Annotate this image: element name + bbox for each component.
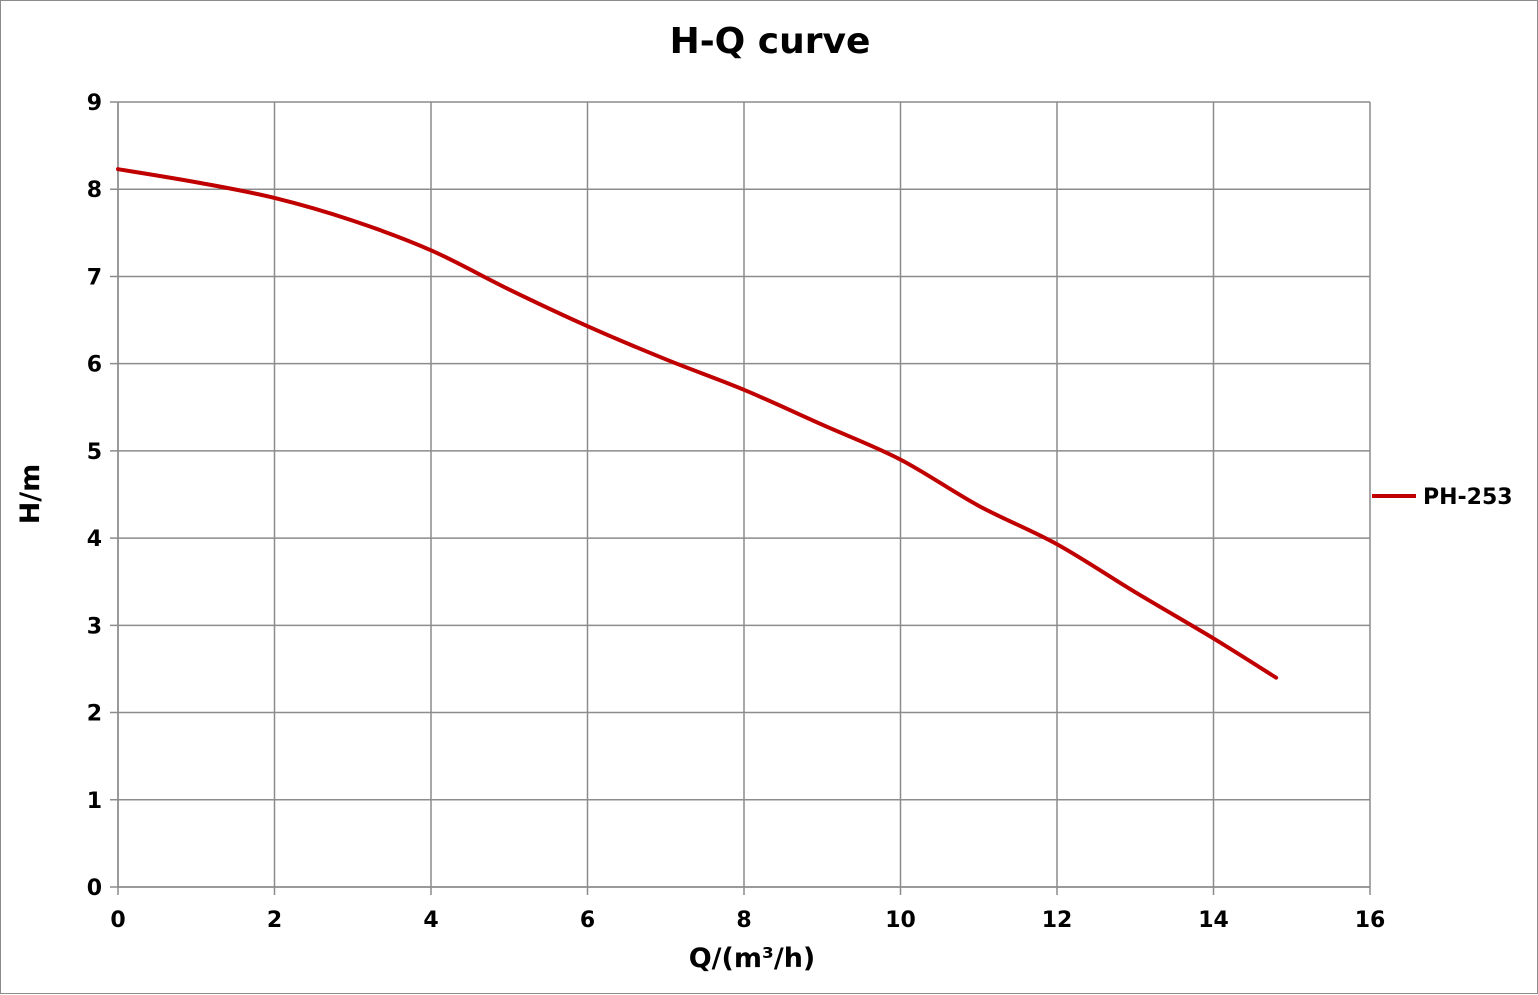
x-tick-label-0: 0 bbox=[110, 908, 125, 933]
x-tick-label-1: 2 bbox=[267, 908, 282, 933]
x-tick-label-8: 16 bbox=[1355, 908, 1386, 933]
x-tick-label-5: 10 bbox=[885, 908, 916, 933]
y-tick-label-4: 4 bbox=[87, 527, 102, 552]
x-tick-label-6: 12 bbox=[1042, 908, 1073, 933]
x-tick-label-4: 8 bbox=[736, 908, 751, 933]
y-tick-label-6: 6 bbox=[87, 353, 102, 378]
x-axis-label: Q/(m³/h) bbox=[689, 943, 816, 974]
y-axis-label: H/m bbox=[15, 464, 46, 525]
y-tick-label-3: 3 bbox=[87, 614, 102, 639]
y-tick-label-2: 2 bbox=[87, 702, 102, 727]
x-tick-label-3: 6 bbox=[580, 908, 595, 933]
grid bbox=[110, 101, 1371, 895]
y-tick-label-5: 5 bbox=[87, 440, 102, 465]
legend: PH-253 bbox=[1372, 485, 1513, 510]
y-tick-label-9: 9 bbox=[87, 91, 102, 116]
x-tick-label-2: 4 bbox=[423, 908, 438, 933]
y-tick-label-8: 8 bbox=[87, 178, 102, 203]
chart-title: H-Q curve bbox=[670, 21, 871, 62]
x-tick-label-7: 14 bbox=[1198, 908, 1229, 933]
y-tick-label-7: 7 bbox=[87, 265, 102, 290]
y-tick-label-0: 0 bbox=[87, 876, 102, 901]
legend-label-ph-253: PH-253 bbox=[1423, 485, 1513, 510]
series-layer bbox=[116, 167, 1279, 680]
y-tick-label-1: 1 bbox=[87, 789, 102, 814]
series-line-0 bbox=[116, 167, 1279, 680]
